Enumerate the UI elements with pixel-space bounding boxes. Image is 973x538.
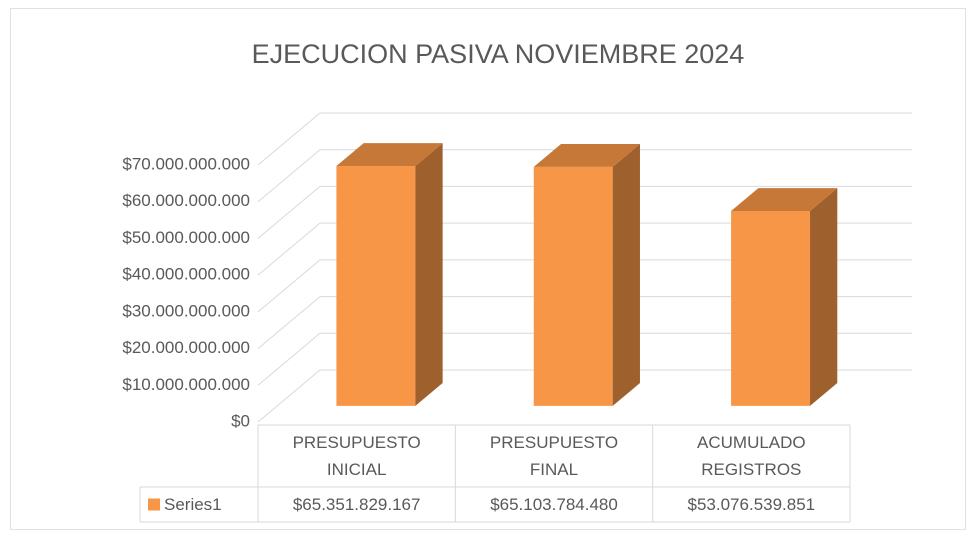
chart-border xyxy=(10,8,966,530)
legend-swatch xyxy=(148,498,160,511)
bar-front xyxy=(731,211,811,406)
y-tick-label: $0 xyxy=(231,411,250,430)
x-tick-label: PRESUPUESTO INICIAL xyxy=(292,433,421,479)
bar-side xyxy=(415,143,443,406)
grid-line xyxy=(257,185,912,239)
bar xyxy=(336,143,443,406)
grid-line xyxy=(257,112,912,166)
data-table-value: $65.351.829.167 xyxy=(293,495,421,514)
x-tick-label: ACUMULADO REGISTROS xyxy=(697,433,806,479)
y-tick-label: $70.000.000.000 xyxy=(122,154,250,173)
bar-side xyxy=(612,143,640,406)
grid-line xyxy=(257,222,912,276)
y-tick-label: $10.000.000.000 xyxy=(122,375,250,394)
y-tick-label: $30.000.000.000 xyxy=(122,301,250,320)
bar xyxy=(533,143,640,406)
grid-line xyxy=(257,259,912,313)
grid-line xyxy=(257,149,912,203)
x-tick-label: PRESUPUESTO FINAL xyxy=(489,433,619,479)
data-table-value: $65.103.784.480 xyxy=(490,495,618,514)
y-tick-label: $60.000.000.000 xyxy=(122,191,250,210)
y-tick-label: $20.000.000.000 xyxy=(122,338,250,357)
chart-title: EJECUCION PASIVA NOVIEMBRE 2024 xyxy=(252,39,745,69)
bar-top xyxy=(533,143,640,167)
bar-top xyxy=(731,188,838,212)
bar-front xyxy=(336,165,416,406)
bar xyxy=(731,188,838,406)
y-tick-label: $50.000.000.000 xyxy=(122,228,250,247)
data-table-value: $53.076.539.851 xyxy=(688,495,816,514)
legend-label: Series1 xyxy=(164,495,222,514)
y-tick-label: $40.000.000.000 xyxy=(122,265,250,284)
bar-side xyxy=(810,188,838,406)
grid-line xyxy=(257,332,912,386)
bar-top xyxy=(336,143,443,166)
grid-line xyxy=(257,369,912,423)
bar-front xyxy=(533,166,613,406)
grid-line xyxy=(257,296,912,349)
